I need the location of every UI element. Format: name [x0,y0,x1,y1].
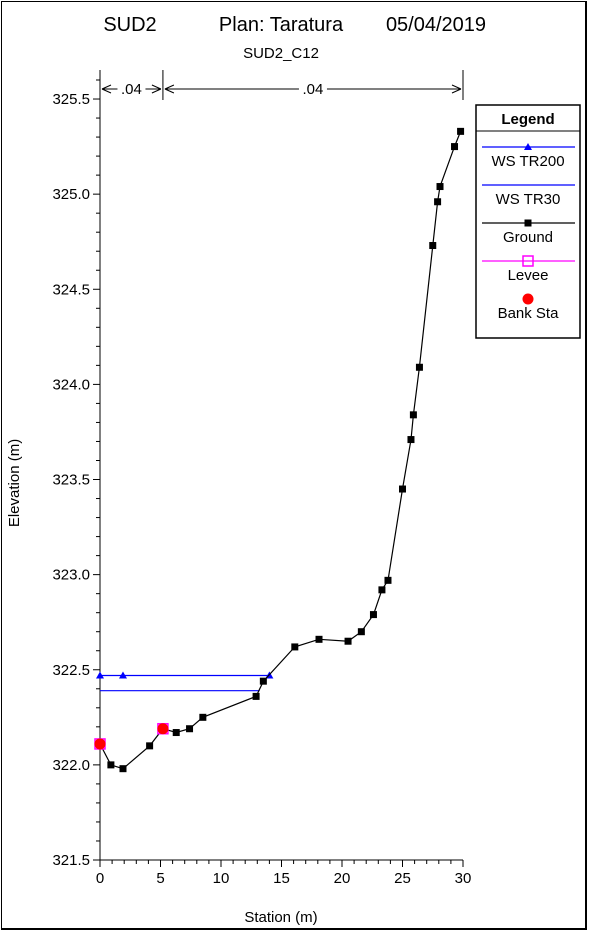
x-tick-label: 15 [273,870,290,887]
legend-label-bank-sta: Bank Sta [498,305,560,322]
x-tick-label: 20 [334,870,351,887]
ground-point [315,635,323,643]
legend-marker-bank-sta [522,293,534,305]
chart-title-plan: Plan: Taratura [219,14,344,36]
manning-value-label: .04 [121,81,142,98]
ground-point [357,628,365,636]
ground-point [186,725,194,733]
ground-point [252,692,260,700]
manning-arrow-left [101,84,112,94]
legend-title: Legend [501,111,554,128]
x-tick-label: 0 [96,870,104,887]
manning-value-label: .04 [303,81,324,98]
x-tick-label: 25 [394,870,411,887]
ground-point [172,729,180,737]
chart-subtitle: SUD2_C12 [243,45,319,62]
ground-point [399,485,406,493]
legend-label-ws-tr200: WS TR200 [491,153,564,170]
ground-point [451,143,459,151]
ground-point [259,677,267,685]
ground-point [344,637,352,645]
ws-tr200-point [96,671,104,679]
y-tick-label: 325.5 [52,91,90,108]
x-axis-label: Station (m) [244,909,317,926]
legend-marker-levee [522,255,534,267]
manning-arrow-right [451,84,462,94]
ground-point [407,436,415,444]
manning-values: .04 .04 [99,70,464,100]
y-tick-label: 322.5 [52,662,90,679]
x-tick-label: 30 [455,870,472,887]
ground-line [99,131,462,770]
chart-title-project: SUD2 [103,14,156,36]
y-tick-label: 324.0 [52,376,90,393]
legend-label-levee: Levee [508,267,549,284]
ground-point [107,761,115,769]
legend-marker-ground [524,219,532,227]
y-tick-label: 322.0 [52,757,90,774]
ground-point [291,643,299,651]
ground-point [378,586,386,594]
ground-point [384,576,392,584]
ws-tr200-point [118,671,127,679]
y-tick-label: 323.0 [52,567,90,584]
ground-point [415,363,423,371]
y-tick-label: 323.5 [52,472,90,489]
ground-point [119,765,127,773]
ground-point [436,183,444,191]
ground-point [409,411,417,419]
bank-sta-point [157,723,169,735]
y-tick-label: 325.0 [52,186,90,203]
y-tick-label: 324.5 [52,281,90,298]
ground-point [146,742,154,750]
manning-arrow-left [164,84,175,94]
plot-series [94,127,465,773]
x-tick-label: 5 [156,870,164,887]
manning-arrow-right [151,84,162,94]
legend-entries: WS TR200 WS TR30 Ground Levee Bank Sta [482,143,575,322]
ground-point [369,611,377,619]
legend-label-ws-tr30: WS TR30 [496,191,561,208]
legend-label-ground: Ground [503,229,553,246]
chart-frame [1,1,587,930]
legend-marker-ws-tr200 [524,143,532,150]
x-tick-label: 10 [213,870,230,887]
ground-point [457,127,465,135]
ground-point [429,242,437,250]
ground-point [199,713,207,721]
bank-sta-point [94,738,106,750]
axis-ticks: 321.5 322.0 322.5 323.0 323.5 324.0 324.5 325.0… [52,79,472,887]
chart-title-date: 05/04/2019 [386,14,486,36]
ground-point [434,198,442,206]
legend: Legend WS TR200 WS TR30 Ground Levee Bank St… [475,104,581,339]
y-tick-label: 321.5 [52,852,90,869]
y-axis-label: Elevation (m) [6,439,23,527]
